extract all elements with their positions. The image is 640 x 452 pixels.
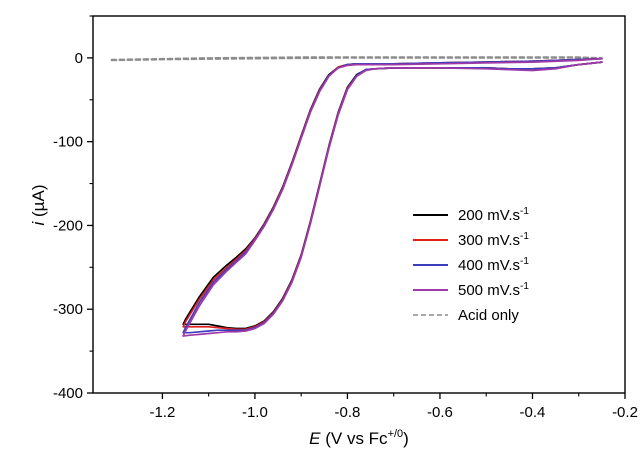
series-line-0 — [182, 57, 603, 330]
y-tick-label: -200 — [53, 217, 83, 234]
x-tick-label: -1.0 — [242, 404, 268, 421]
y-tick-label: -300 — [53, 301, 83, 318]
x-axis-title: E (V vs Fc+/0) — [309, 428, 409, 448]
y-tick-label: 0 — [75, 50, 83, 67]
series-line-4 — [110, 56, 603, 62]
y-axis-title: i (µA) — [29, 185, 48, 226]
y-axis-ticks: 0 -100 -200 -300 -400 — [53, 15, 93, 402]
legend-label: 200 mV.s-1 — [458, 206, 529, 224]
y-tick-label: -100 — [53, 134, 83, 151]
legend: 200 mV.s-1 300 mV.s-1 400 mV.s-1 500 mV.s-1… — [413, 206, 529, 324]
series-line-2 — [182, 57, 603, 334]
series-layer — [110, 56, 603, 337]
plot-frame — [92, 15, 626, 394]
series-line-3 — [182, 57, 603, 337]
x-tick-label: -0.8 — [335, 404, 361, 421]
legend-label: 500 mV.s-1 — [458, 281, 529, 299]
y-tick-label: -400 — [53, 385, 83, 402]
x-tick-label: -0.2 — [612, 404, 638, 421]
legend-label: 300 mV.s-1 — [458, 231, 529, 249]
x-tick-label: -0.4 — [520, 404, 546, 421]
x-tick-label: -1.2 — [149, 404, 175, 421]
legend-label: Acid only — [458, 307, 519, 324]
legend-label: 400 mV.s-1 — [458, 256, 529, 274]
series-line-1 — [182, 57, 603, 331]
x-tick-label: -0.6 — [427, 404, 453, 421]
x-axis-ticks: -1.2 -1.0 -0.8 -0.6 -0.4 -0.2 — [149, 393, 638, 421]
